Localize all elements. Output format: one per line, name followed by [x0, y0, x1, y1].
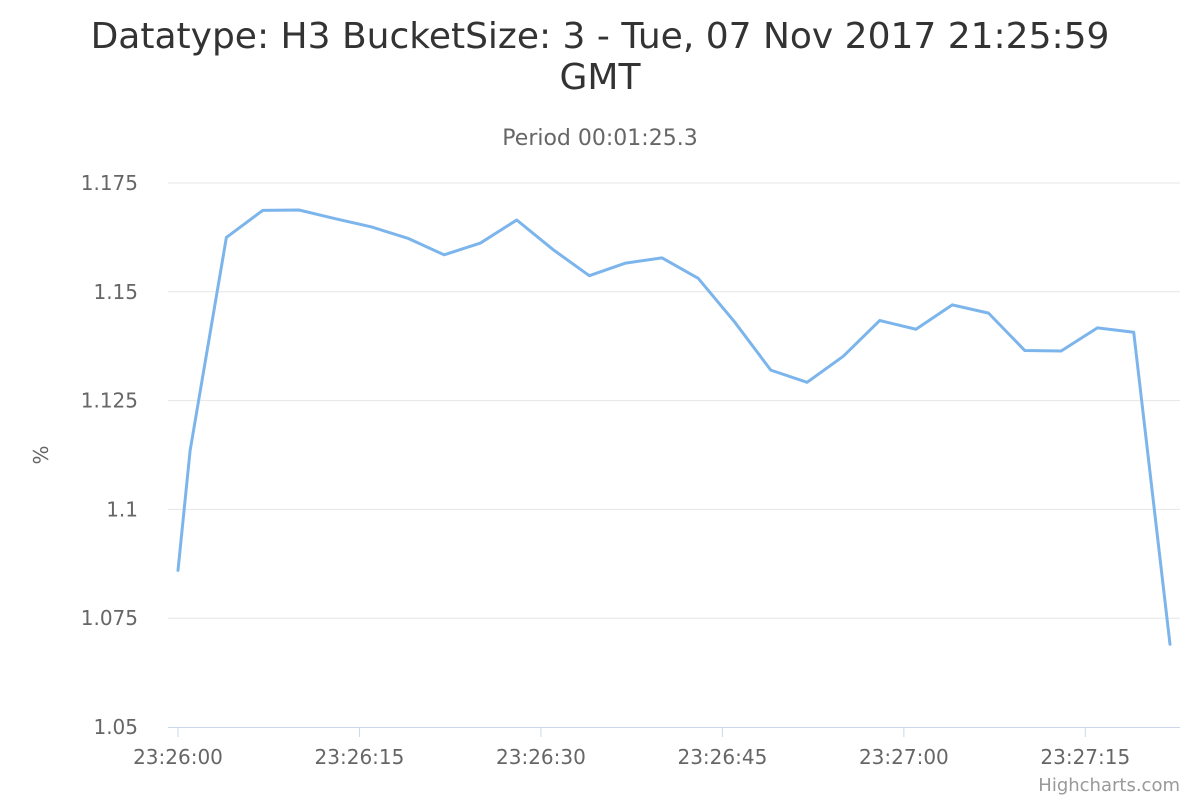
x-tick-label: 23:26:30 — [496, 745, 586, 769]
x-tick-label: 23:26:15 — [315, 745, 405, 769]
series-line[interactable] — [176, 208, 1172, 646]
x-tick-label: 23:27:00 — [859, 745, 949, 769]
y-tick-label: 1.15 — [93, 280, 138, 304]
axes: 1.05 1.075 1.1 1.125 1.15 1.175 23:26:00 23:26:… — [81, 171, 1180, 769]
gridlines — [168, 182, 1180, 619]
y-tick-label: 1.075 — [81, 606, 138, 630]
chart-title-line-2: GMT — [560, 57, 642, 98]
x-tick-label: 23:27:15 — [1040, 745, 1130, 769]
credits-link[interactable]: Highcharts.com — [1038, 775, 1180, 796]
series-layer — [176, 208, 1172, 646]
x-tick-label: 23:26:45 — [677, 745, 767, 769]
chart-subtitle: Period 00:01:25.3 — [502, 126, 697, 151]
y-tick-label: 1.1 — [106, 497, 138, 521]
x-tick-label: 23:26:00 — [133, 745, 223, 769]
y-tick-label: 1.175 — [81, 171, 138, 195]
chart-title-line-1: Datatype: H3 BucketSize: 3 - Tue, 07 Nov… — [91, 16, 1110, 57]
y-axis-title: % — [29, 445, 53, 464]
y-tick-label: 1.125 — [81, 389, 138, 413]
y-tick-label: 1.05 — [93, 715, 138, 739]
